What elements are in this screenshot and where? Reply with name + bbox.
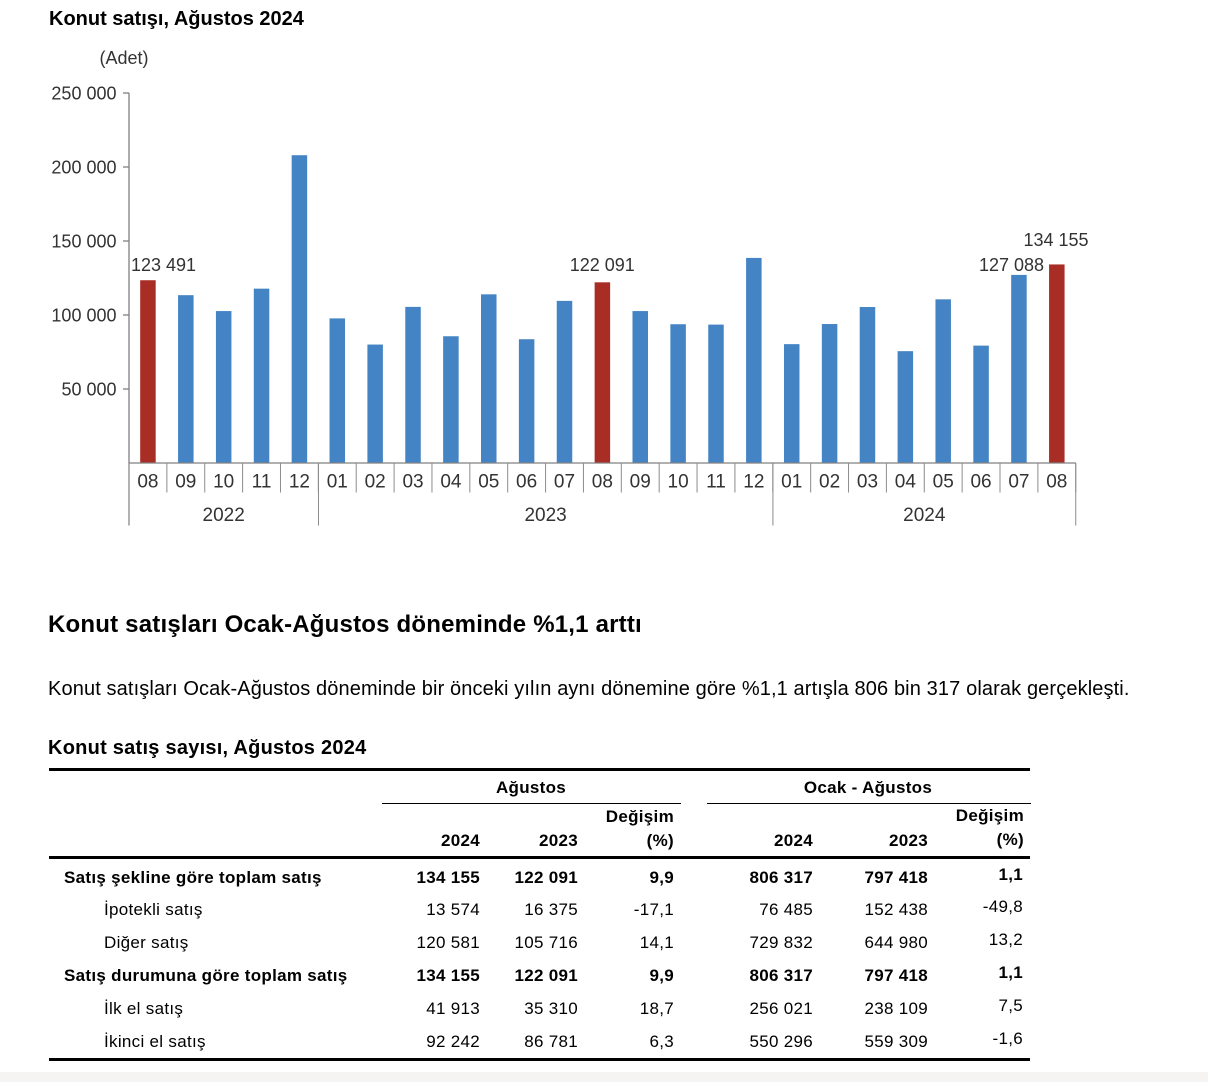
svg-text:(Adet): (Adet) [99,48,148,68]
svg-text:01: 01 [781,472,802,493]
svg-text:06: 06 [516,472,537,493]
svg-text:150 000: 150 000 [51,232,116,252]
svg-text:08: 08 [592,472,613,493]
svg-text:05: 05 [933,472,954,493]
svg-text:12: 12 [743,472,764,493]
svg-text:10: 10 [668,472,689,493]
svg-text:03: 03 [857,472,878,493]
svg-text:134 155: 134 155 [1023,230,1088,250]
svg-text:02: 02 [365,472,386,493]
svg-text:11: 11 [252,472,272,493]
svg-text:03: 03 [402,472,423,493]
svg-text:2024: 2024 [903,505,946,526]
svg-text:05: 05 [478,472,499,493]
svg-text:04: 04 [440,472,462,493]
svg-text:08: 08 [137,472,158,493]
svg-text:200 000: 200 000 [51,158,116,178]
svg-text:09: 09 [175,472,196,493]
svg-text:Konut satışı, Ağustos 2024: Konut satışı, Ağustos 2024 [49,8,305,30]
svg-text:100 000: 100 000 [51,306,116,326]
svg-text:11: 11 [706,472,726,493]
svg-text:07: 07 [554,472,575,493]
svg-text:122 091: 122 091 [570,255,635,275]
svg-text:01: 01 [327,472,348,493]
svg-text:09: 09 [630,472,651,493]
svg-text:2023: 2023 [524,505,566,526]
svg-text:02: 02 [819,472,840,493]
svg-text:07: 07 [1008,472,1029,493]
svg-text:04: 04 [895,472,917,493]
svg-text:127 088: 127 088 [979,255,1044,275]
svg-text:250 000: 250 000 [51,84,116,104]
svg-text:06: 06 [970,472,991,493]
svg-text:08: 08 [1046,472,1067,493]
svg-text:50 000: 50 000 [61,380,116,400]
svg-text:10: 10 [213,472,234,493]
svg-text:12: 12 [289,472,310,493]
svg-text:123 491: 123 491 [131,255,196,275]
svg-text:2022: 2022 [203,505,245,526]
